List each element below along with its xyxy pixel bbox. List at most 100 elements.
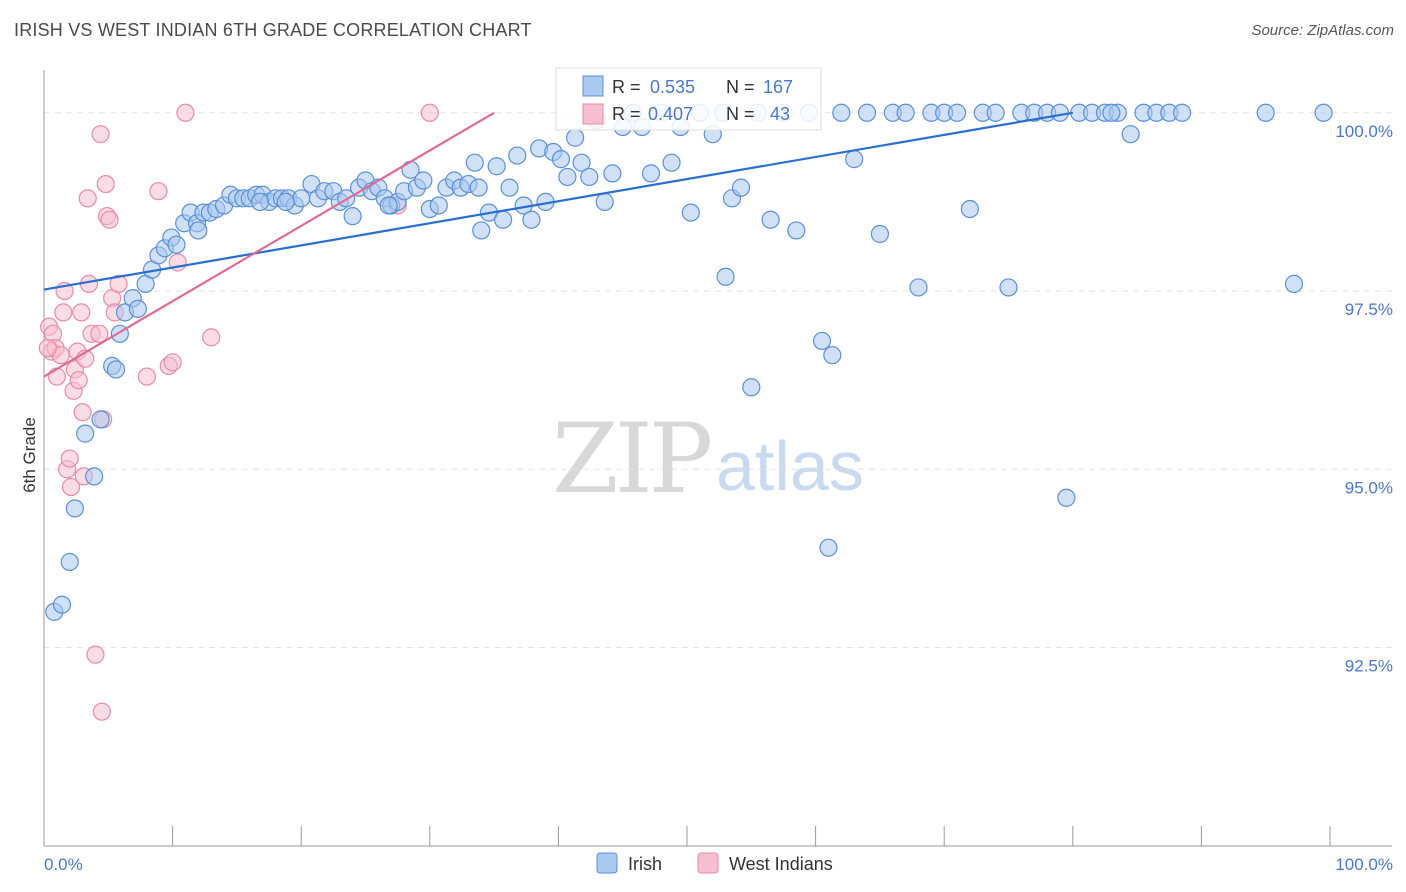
- irish-point: [379, 196, 398, 215]
- west-indians-point: [86, 645, 105, 664]
- irish-point: [65, 499, 84, 518]
- west-r-label: R =: [612, 104, 641, 124]
- west-indians-trendline: [43, 111, 495, 378]
- watermark: ZIP atlas: [552, 403, 864, 515]
- irish-point: [572, 153, 591, 172]
- irish-point: [566, 128, 585, 147]
- irish-point: [1173, 103, 1192, 122]
- irish-swatch: [582, 75, 604, 97]
- irish-point: [414, 171, 433, 190]
- y-tick-label: 100.0%: [1335, 122, 1393, 141]
- irish-point: [465, 153, 484, 172]
- irish-point: [812, 331, 832, 351]
- y-axis-title: 6th Grade: [20, 417, 39, 493]
- irish-point: [999, 278, 1018, 297]
- irish-r-value: 0.535: [650, 77, 695, 97]
- irish-point: [857, 103, 877, 122]
- irish-n-value: 167: [763, 77, 793, 97]
- west-indians-point: [72, 303, 91, 322]
- legend-irish-swatch: [596, 852, 618, 874]
- irish-point: [1057, 488, 1076, 507]
- chart-title: IRISH VS WEST INDIAN 6TH GRADE CORRELATI…: [14, 20, 532, 40]
- source-credit: Source: ZipAtlas.com: [1251, 22, 1394, 39]
- irish-point: [189, 221, 208, 240]
- west-indians-point: [38, 338, 57, 358]
- irish-point: [731, 178, 751, 197]
- irish-point: [60, 552, 79, 572]
- irish-point: [508, 146, 527, 165]
- irish-point: [91, 410, 110, 429]
- irish-point: [832, 103, 851, 122]
- y-tick-labels: 100.0% 97.5% 95.0% 92.5%: [1335, 122, 1393, 676]
- x-tick-label-right: 100.0%: [1335, 855, 1393, 874]
- irish-point: [469, 178, 488, 197]
- west-indians-point: [73, 403, 92, 422]
- irish-point: [947, 103, 967, 122]
- irish-point: [494, 210, 513, 229]
- watermark-zip: ZIP: [552, 403, 711, 515]
- irish-point: [909, 278, 928, 297]
- west-indians-point: [202, 328, 221, 347]
- irish-point: [742, 378, 761, 397]
- legend-west-label: West Indians: [729, 854, 833, 874]
- irish-point: [500, 178, 519, 197]
- irish-point: [128, 299, 147, 318]
- irish-point: [896, 103, 915, 122]
- west-r-value: 0.407: [648, 104, 693, 124]
- irish-point: [292, 189, 311, 208]
- west-indians-point: [92, 702, 111, 721]
- trendlines: [43, 111, 1073, 378]
- irish-point: [276, 192, 295, 211]
- irish-point: [870, 224, 890, 244]
- series-legend: Irish West Indians: [596, 852, 833, 874]
- west-indians-point: [60, 449, 79, 468]
- irish-point: [551, 150, 571, 169]
- west-indians-point: [78, 189, 97, 208]
- irish-point: [819, 538, 838, 557]
- irish-point: [1121, 125, 1140, 144]
- west-indians-point: [96, 174, 115, 194]
- west-indians-point: [109, 274, 128, 293]
- x-tick-label-left: 0.0%: [44, 855, 83, 874]
- west-n-label: N =: [726, 104, 755, 124]
- watermark-atlas: atlas: [716, 427, 864, 505]
- irish-point: [85, 467, 104, 486]
- west-indians-point: [47, 367, 66, 386]
- irish-point: [603, 164, 622, 183]
- axes: [43, 70, 1392, 847]
- irish-point: [595, 192, 614, 211]
- irish-point: [823, 346, 842, 365]
- irish-point: [250, 192, 270, 211]
- west-indians-point: [100, 210, 119, 229]
- irish-n-label: N =: [726, 77, 755, 97]
- irish-point: [429, 196, 448, 215]
- irish-point: [960, 199, 980, 219]
- irish-point: [716, 267, 735, 286]
- irish-point: [522, 210, 541, 229]
- irish-point: [1102, 103, 1121, 122]
- west-indians-point: [61, 477, 81, 497]
- legend-irish-label: Irish: [628, 854, 662, 874]
- irish-point: [641, 164, 661, 183]
- irish-point: [986, 103, 1005, 122]
- irish-point: [681, 203, 700, 222]
- west-n-value: 43: [770, 104, 790, 124]
- irish-point: [787, 221, 806, 240]
- irish-point: [558, 167, 577, 187]
- irish-r-label: R =: [612, 77, 641, 97]
- west-indians-point: [54, 303, 73, 322]
- irish-point: [761, 210, 780, 229]
- y-tick-label: 97.5%: [1345, 300, 1393, 319]
- irish-points: [45, 103, 1333, 621]
- irish-point: [472, 221, 491, 240]
- west-indians-point: [90, 324, 109, 343]
- west-indians-point: [149, 182, 168, 201]
- irish-point: [52, 595, 72, 614]
- irish-point: [1256, 103, 1275, 122]
- west-swatch: [582, 103, 604, 125]
- irish-point: [106, 360, 126, 379]
- west-indians-point: [163, 353, 182, 372]
- x-tick-labels: 0.0% 100.0%: [44, 855, 1393, 874]
- irish-point: [580, 167, 599, 187]
